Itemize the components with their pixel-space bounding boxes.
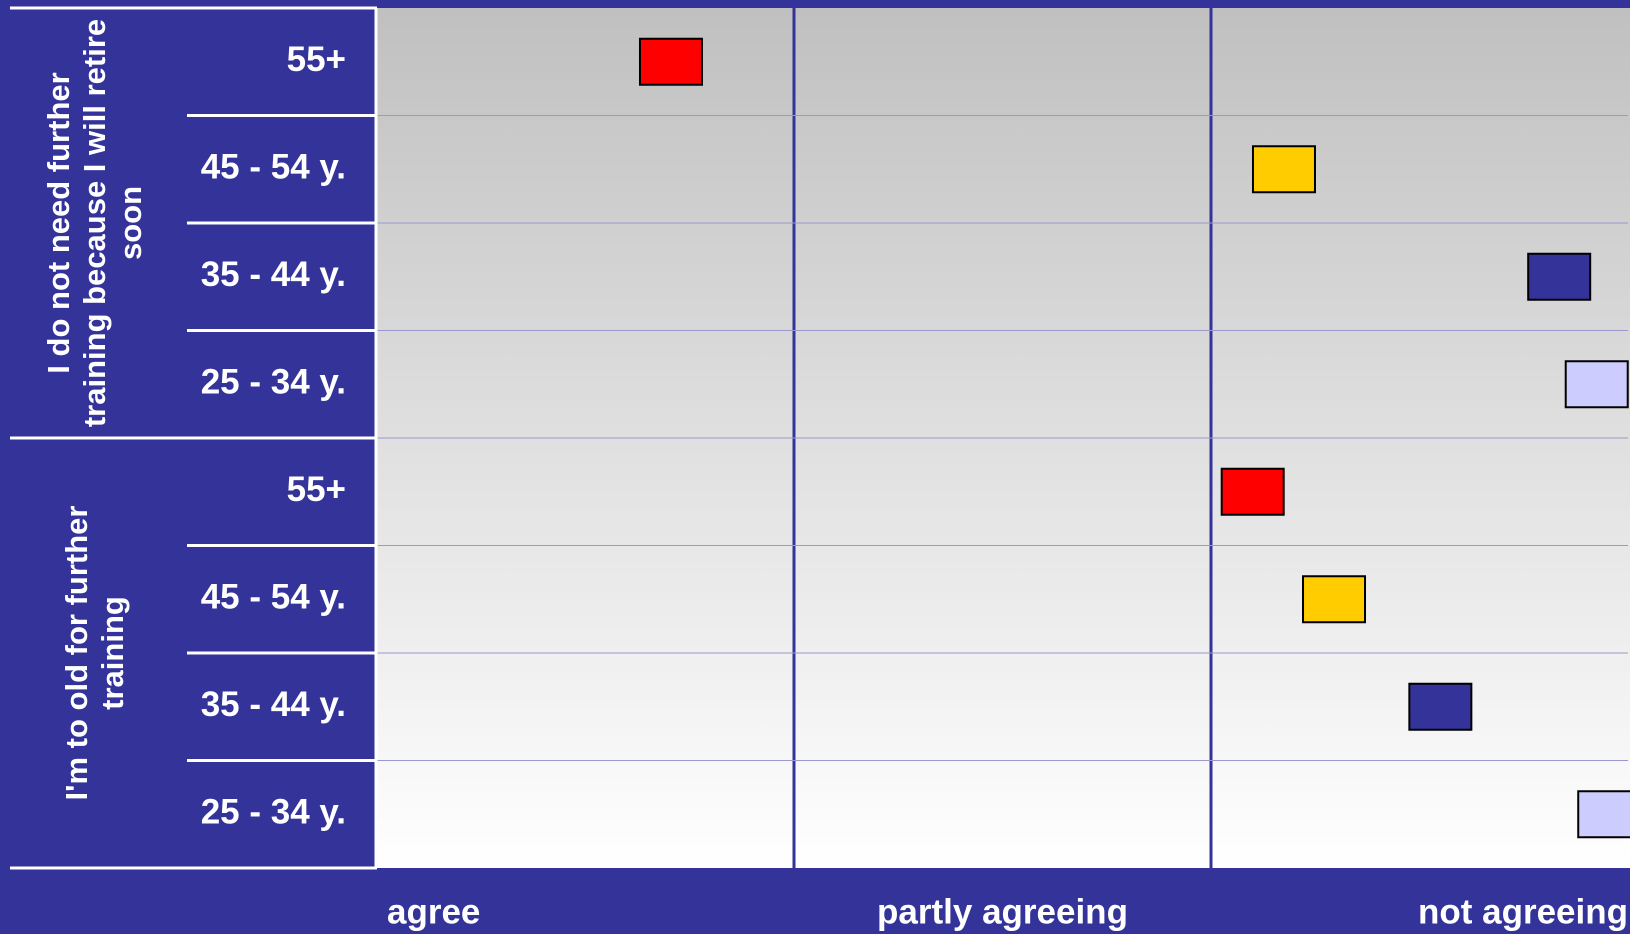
row-label: 55+ (287, 40, 346, 79)
marker (1408, 682, 1473, 731)
row-label: 25 - 34 y. (201, 793, 346, 832)
x-tick-label: agree (387, 892, 480, 931)
x-tick-label: not agreeing (1418, 892, 1628, 931)
group-label: I'm to old for further training (59, 505, 130, 801)
marker (1564, 360, 1629, 409)
group-label: I do not need further training because I… (41, 18, 148, 428)
marker (638, 37, 703, 86)
marker (1220, 467, 1285, 516)
plot-area (377, 37, 1630, 839)
row-label: 45 - 54 y. (201, 148, 346, 187)
row-label: 45 - 54 y. (201, 578, 346, 617)
row-label: 25 - 34 y. (201, 363, 346, 402)
row-label: 35 - 44 y. (201, 685, 346, 724)
marker (1302, 575, 1367, 624)
marker (1527, 252, 1592, 301)
x-tick-label: partly agreeing (877, 892, 1128, 931)
marker (1577, 790, 1630, 839)
marker (1251, 145, 1316, 194)
row-label: 55+ (287, 470, 346, 509)
row-label: 35 - 44 y. (201, 255, 346, 294)
